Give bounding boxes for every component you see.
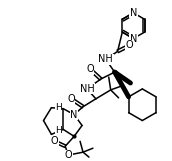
Text: O: O — [86, 64, 94, 74]
Text: H: H — [55, 126, 62, 135]
Text: O: O — [51, 136, 58, 146]
Text: N: N — [130, 33, 137, 43]
Text: NH: NH — [80, 84, 94, 94]
Text: N: N — [71, 110, 78, 120]
Text: H: H — [55, 103, 62, 112]
Text: O: O — [126, 40, 133, 50]
Text: NH: NH — [98, 54, 113, 64]
Text: O: O — [64, 150, 72, 160]
Text: O: O — [67, 94, 75, 104]
Text: N: N — [130, 8, 137, 18]
